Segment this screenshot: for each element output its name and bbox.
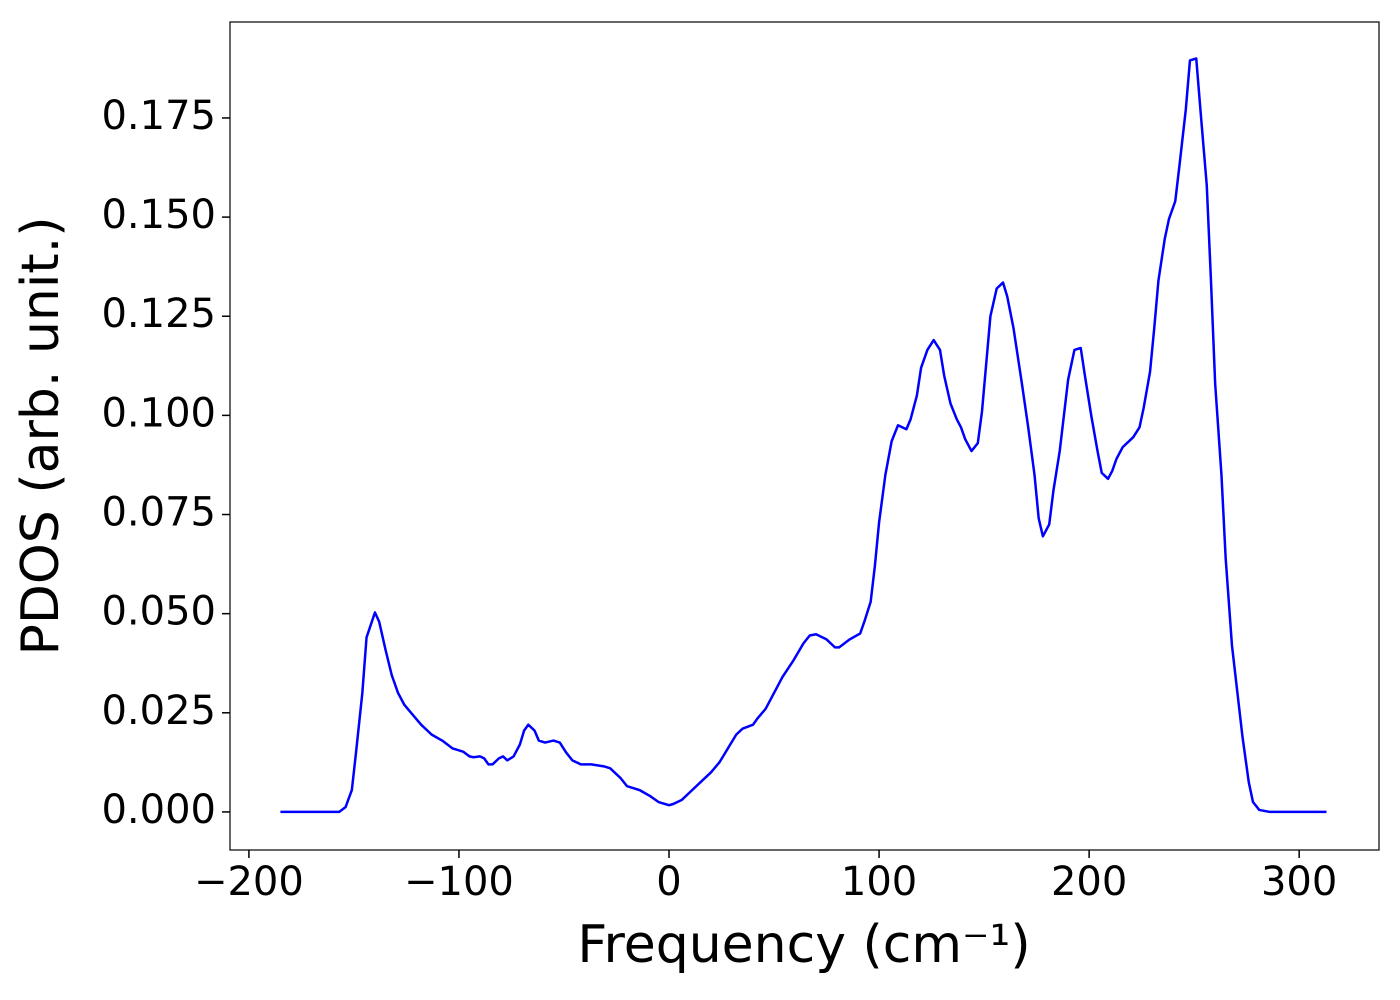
y-tick-label: 0.100: [101, 390, 216, 436]
y-tick-label: 0.025: [101, 688, 216, 734]
x-tick-label: 200: [1051, 859, 1127, 905]
x-tick-label: 300: [1261, 859, 1337, 905]
y-axis-label: PDOS (arb. unit.): [11, 216, 71, 655]
y-tick-label: 0.175: [101, 93, 216, 139]
x-tick-label: −200: [194, 859, 304, 905]
x-tick-label: 0: [656, 859, 681, 905]
x-axis-label: Frequency (cm⁻¹): [577, 915, 1030, 975]
plot-frame: [229, 21, 1380, 851]
y-tick-label: 0.075: [101, 490, 216, 536]
y-tick-label: 0.125: [101, 291, 216, 337]
y-tick-label: 0.050: [101, 589, 216, 635]
pdos-line: [280, 57, 1327, 814]
y-tick-label: 0.150: [101, 192, 216, 238]
y-tick-label: 0.000: [101, 787, 216, 833]
x-tick-label: 100: [841, 859, 917, 905]
x-tick-label: −100: [404, 859, 514, 905]
